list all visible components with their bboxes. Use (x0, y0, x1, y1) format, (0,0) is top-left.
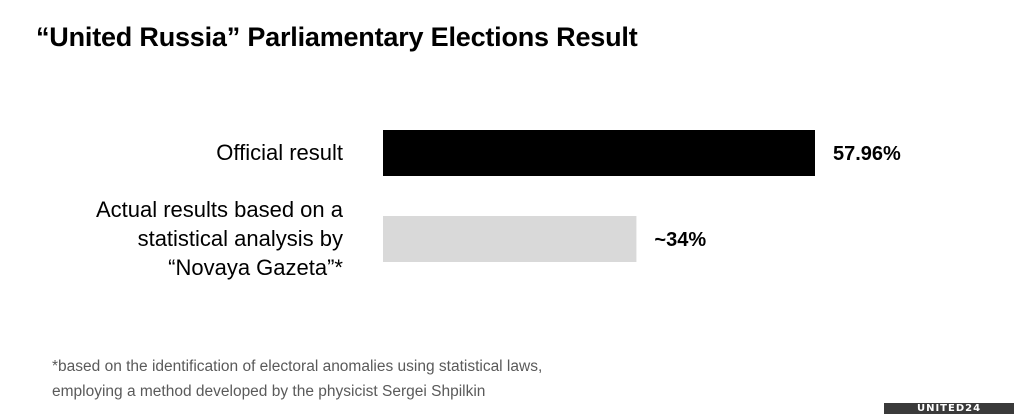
united24-logo: UNITED24 (884, 403, 1014, 414)
category-label-line: Actual results based on a (96, 197, 344, 222)
bar-1 (383, 130, 815, 176)
category-label-1: Official result (216, 140, 343, 165)
footnote-line-1: *based on the identification of electora… (52, 358, 543, 375)
bar-value-label-2: ~34% (654, 229, 706, 251)
category-label-2: Actual results based on a statistical ana… (96, 197, 344, 280)
category-label-line: statistical analysis by (138, 226, 343, 251)
footnote: *based on the identification of electora… (52, 354, 542, 404)
category-label-line: Official result (216, 140, 343, 165)
bar-value-label-1: 57.96% (833, 143, 901, 165)
footnote-line-2: employing a method developed by the phys… (52, 383, 486, 400)
bar-2 (383, 216, 637, 262)
chart-title: “United Russia” Parliamentary Elections … (36, 22, 638, 52)
category-label-line: “Novaya Gazeta”* (168, 255, 343, 280)
